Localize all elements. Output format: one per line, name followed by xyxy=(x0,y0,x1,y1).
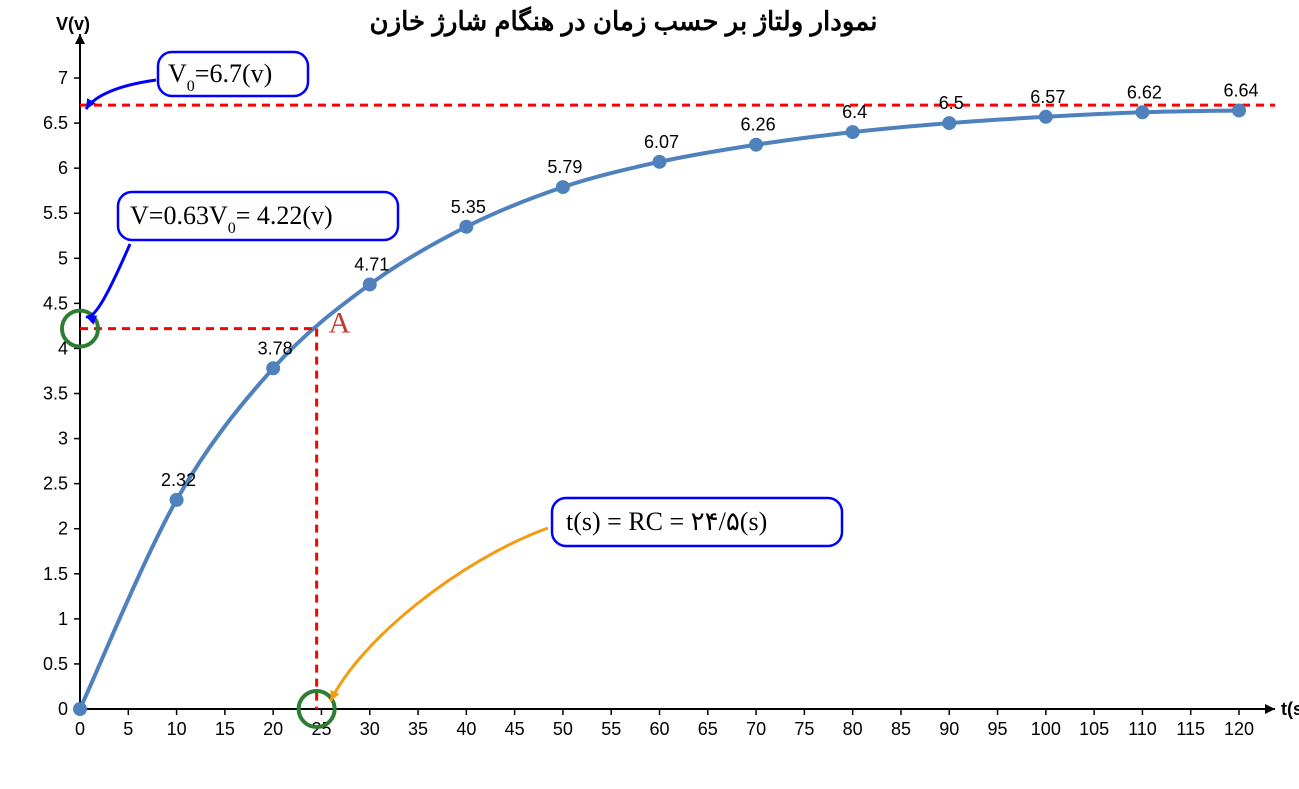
y-tick-label: 6.5 xyxy=(43,113,68,133)
x-tick-label: 65 xyxy=(698,719,718,739)
y-tick-label: 3 xyxy=(58,429,68,449)
x-tick-label: 100 xyxy=(1031,719,1061,739)
x-tick-label: 30 xyxy=(360,719,380,739)
x-tick-label: 20 xyxy=(263,719,283,739)
data-marker xyxy=(1232,103,1246,117)
rc-callout: t(s) = RC = ۲۴/۵(s) xyxy=(552,498,842,546)
y-tick-label: 7 xyxy=(58,68,68,88)
point-label: 5.79 xyxy=(547,157,582,177)
rc-chart: نمودار ولتاژ بر حسب زمان در هنگام شارژ خ… xyxy=(0,0,1299,789)
point-label: 6.5 xyxy=(939,93,964,113)
x-tick-label: 105 xyxy=(1079,719,1109,739)
data-marker xyxy=(1039,110,1053,124)
x-tick-label: 85 xyxy=(891,719,911,739)
data-marker xyxy=(749,138,763,152)
x-tick-label: 55 xyxy=(601,719,621,739)
point-label: 6.64 xyxy=(1223,80,1258,100)
y-tick-label: 1.5 xyxy=(43,564,68,584)
data-marker xyxy=(653,155,667,169)
data-marker xyxy=(266,361,280,375)
x-tick-label: 75 xyxy=(794,719,814,739)
x-tick-label: 80 xyxy=(843,719,863,739)
v63-callout: V=0.63V0= 4.22(v) xyxy=(118,192,398,240)
x-tick-label: 15 xyxy=(215,719,235,739)
y-tick-label: 5 xyxy=(58,248,68,268)
x-tick-label: 40 xyxy=(456,719,476,739)
x-axis-label: t(s) xyxy=(1281,699,1299,719)
x-tick-label: 115 xyxy=(1176,719,1205,739)
y-tick-label: 5.5 xyxy=(43,203,68,223)
x-tick-label: 35 xyxy=(408,719,428,739)
tau-point-label: A xyxy=(329,307,351,340)
x-tick-label: 5 xyxy=(123,719,133,739)
y-tick-label: 6 xyxy=(58,158,68,178)
y-axis-label: V(v) xyxy=(56,14,90,34)
chart-title: نمودار ولتاژ بر حسب زمان در هنگام شارژ خ… xyxy=(369,6,877,37)
x-tick-label: 90 xyxy=(939,719,959,739)
data-marker xyxy=(170,493,184,507)
y-tick-label: 0 xyxy=(58,699,68,719)
rc-text: t(s) = RC = ۲۴/۵(s) xyxy=(566,507,767,536)
y-tick-label: 0.5 xyxy=(43,654,68,674)
x-tick-label: 10 xyxy=(167,719,187,739)
x-tick-label: 70 xyxy=(746,719,766,739)
y-tick-label: 3.5 xyxy=(43,384,68,404)
point-label: 2.32 xyxy=(161,470,196,490)
y-tick-label: 1 xyxy=(58,609,68,629)
data-marker xyxy=(363,277,377,291)
data-marker xyxy=(942,116,956,130)
data-marker xyxy=(846,125,860,139)
x-tick-label: 0 xyxy=(75,719,85,739)
point-label: 6.57 xyxy=(1030,87,1065,107)
data-marker xyxy=(459,220,473,234)
y-tick-label: 2.5 xyxy=(43,474,68,494)
data-marker xyxy=(73,702,87,716)
rc-leader xyxy=(331,528,548,701)
y-tick-label: 4.5 xyxy=(43,293,68,313)
x-tick-label: 45 xyxy=(505,719,525,739)
data-marker xyxy=(556,180,570,194)
point-label: 3.78 xyxy=(258,338,293,358)
v0-callout: V0=6.7(v) xyxy=(158,52,308,96)
v63-leader xyxy=(86,244,130,317)
x-tick-label: 120 xyxy=(1224,719,1254,739)
x-tick-label: 60 xyxy=(649,719,669,739)
x-tick-label: 95 xyxy=(988,719,1008,739)
y-tick-label: 2 xyxy=(58,519,68,539)
x-tick-label: 110 xyxy=(1128,719,1157,739)
point-label: 6.26 xyxy=(741,115,776,135)
point-label: 6.4 xyxy=(842,102,867,122)
point-label: 4.71 xyxy=(354,254,389,274)
point-label: 6.07 xyxy=(644,132,679,152)
point-label: 5.35 xyxy=(451,197,486,217)
point-label: 6.62 xyxy=(1127,82,1162,102)
x-tick-label: 50 xyxy=(553,719,573,739)
data-marker xyxy=(1135,105,1149,119)
